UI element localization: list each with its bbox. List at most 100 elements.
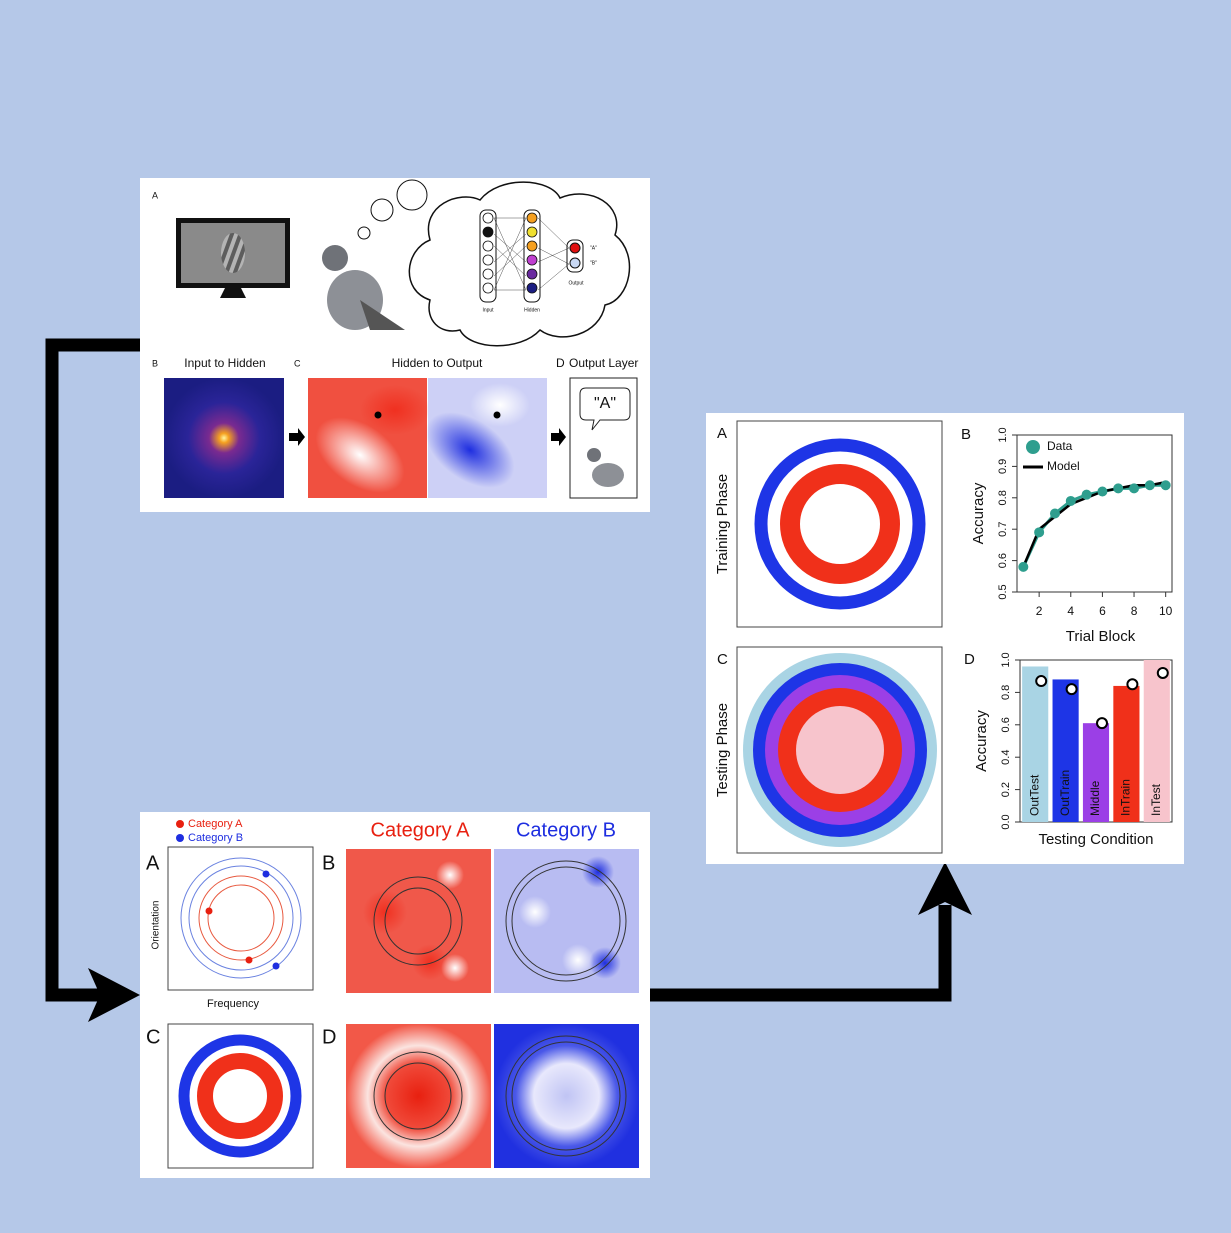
layer-label: Output xyxy=(568,280,584,286)
figure: A Input Hidden Output "A" "B" B Input to… xyxy=(0,0,1231,1233)
layer-label: Input xyxy=(482,307,494,313)
panel-title: Hidden to Output xyxy=(392,356,483,370)
y-tick-label: 0.4 xyxy=(1000,750,1012,765)
output-unit xyxy=(570,258,580,268)
layer-label: Hidden xyxy=(524,307,540,313)
axis-label: Accuracy xyxy=(973,710,990,772)
y-tick-label: 1.0 xyxy=(997,427,1009,442)
heatmap-blob xyxy=(363,890,407,934)
panel-letter: D xyxy=(322,1026,336,1048)
legend-label: Model xyxy=(1047,459,1080,473)
y-tick-label: 0.9 xyxy=(997,459,1009,474)
x-tick-label: 4 xyxy=(1067,604,1074,618)
model-point xyxy=(1097,718,1107,728)
panel-letter: A xyxy=(146,852,160,874)
arrow xyxy=(52,345,140,995)
disc xyxy=(796,706,884,794)
model-point xyxy=(1127,679,1137,689)
panel-letter: C xyxy=(294,358,301,368)
data-point xyxy=(1113,483,1123,493)
legend-marker xyxy=(1026,440,1040,454)
arrow xyxy=(650,905,945,995)
column-header: Category A xyxy=(371,819,471,841)
bar-label: InTrain xyxy=(1119,779,1133,816)
data-point xyxy=(1066,496,1076,506)
bar-label: OutTest xyxy=(1027,774,1041,816)
data-point xyxy=(1145,480,1155,490)
row-label: Training Phase xyxy=(714,474,731,574)
output-unit xyxy=(570,243,580,253)
data-point xyxy=(1097,487,1107,497)
panel-letter: A xyxy=(717,425,727,442)
legend-label: Category B xyxy=(188,832,243,844)
y-tick-label: 1.0 xyxy=(1000,652,1012,667)
y-tick-label: 0.6 xyxy=(1000,717,1012,732)
sample-point xyxy=(246,957,253,964)
data-point xyxy=(1018,562,1028,572)
panel-letter: B xyxy=(152,358,158,368)
legend-marker xyxy=(176,820,184,828)
panel-letter: C xyxy=(717,651,728,668)
y-tick-label: 0.8 xyxy=(997,490,1009,505)
y-tick-label: 0.7 xyxy=(997,522,1009,537)
heatmap xyxy=(494,1024,639,1168)
axis-label: Orientation xyxy=(151,901,162,950)
y-tick-label: 0.0 xyxy=(1000,814,1012,829)
row-label: Testing Phase xyxy=(714,703,731,797)
thought-bubble xyxy=(371,199,393,221)
column-header: Category B xyxy=(516,819,616,841)
pigeon-head xyxy=(322,245,348,271)
axis-label: Frequency xyxy=(207,998,259,1010)
data-point xyxy=(1034,527,1044,537)
heatmap-blob xyxy=(360,385,430,435)
data-point xyxy=(1161,480,1171,490)
heatmap-blob xyxy=(436,861,464,889)
heatmap xyxy=(164,378,284,498)
legend-label: Data xyxy=(1047,439,1073,453)
stimulus-point xyxy=(494,412,501,419)
panel-title: Input to Hidden xyxy=(184,356,265,370)
pigeon-head xyxy=(587,448,601,462)
heatmap-blob xyxy=(441,954,469,982)
model-point xyxy=(1036,676,1046,686)
gabor xyxy=(221,233,245,273)
stimulus-point xyxy=(375,412,382,419)
model-point xyxy=(1158,668,1168,678)
panel-letter: D xyxy=(556,356,565,370)
plot-frame xyxy=(737,421,942,627)
data-point xyxy=(1050,509,1060,519)
y-tick-label: 0.6 xyxy=(997,553,1009,568)
x-tick-label: 6 xyxy=(1099,604,1106,618)
bar-label: Middle xyxy=(1088,780,1102,816)
panel-letter: C xyxy=(146,1026,160,1048)
thought-bubble xyxy=(358,227,370,239)
output-label: "B" xyxy=(590,260,597,266)
heatmap-blob xyxy=(562,944,594,976)
panel-letter: B xyxy=(322,852,335,874)
axis-label: Accuracy xyxy=(970,482,987,544)
panel-letter: D xyxy=(964,651,975,668)
sample-point xyxy=(263,871,270,878)
sample-point xyxy=(206,908,213,915)
thought-bubble xyxy=(397,180,427,210)
x-tick-label: 8 xyxy=(1131,604,1138,618)
heatmap-blob xyxy=(519,896,551,928)
heatmap-blob xyxy=(470,383,530,427)
legend-marker xyxy=(176,834,184,842)
x-tick-label: 2 xyxy=(1036,604,1043,618)
model-point xyxy=(1067,684,1077,694)
data-point xyxy=(1082,490,1092,500)
axis-label: Trial Block xyxy=(1066,628,1136,645)
axis-label: Testing Condition xyxy=(1038,831,1153,848)
y-tick-label: 0.5 xyxy=(997,584,1009,599)
pigeon xyxy=(592,463,624,487)
y-tick-label: 0.8 xyxy=(1000,685,1012,700)
y-tick-label: 0.2 xyxy=(1000,782,1012,797)
heatmap-blob xyxy=(582,856,614,888)
data-point xyxy=(1129,483,1139,493)
panel-letter: A xyxy=(152,190,158,200)
speech-text: "A" xyxy=(594,395,616,412)
x-tick-label: 10 xyxy=(1159,604,1173,618)
bar-label: InTest xyxy=(1149,783,1163,816)
panel-title: Output Layer xyxy=(569,356,638,370)
